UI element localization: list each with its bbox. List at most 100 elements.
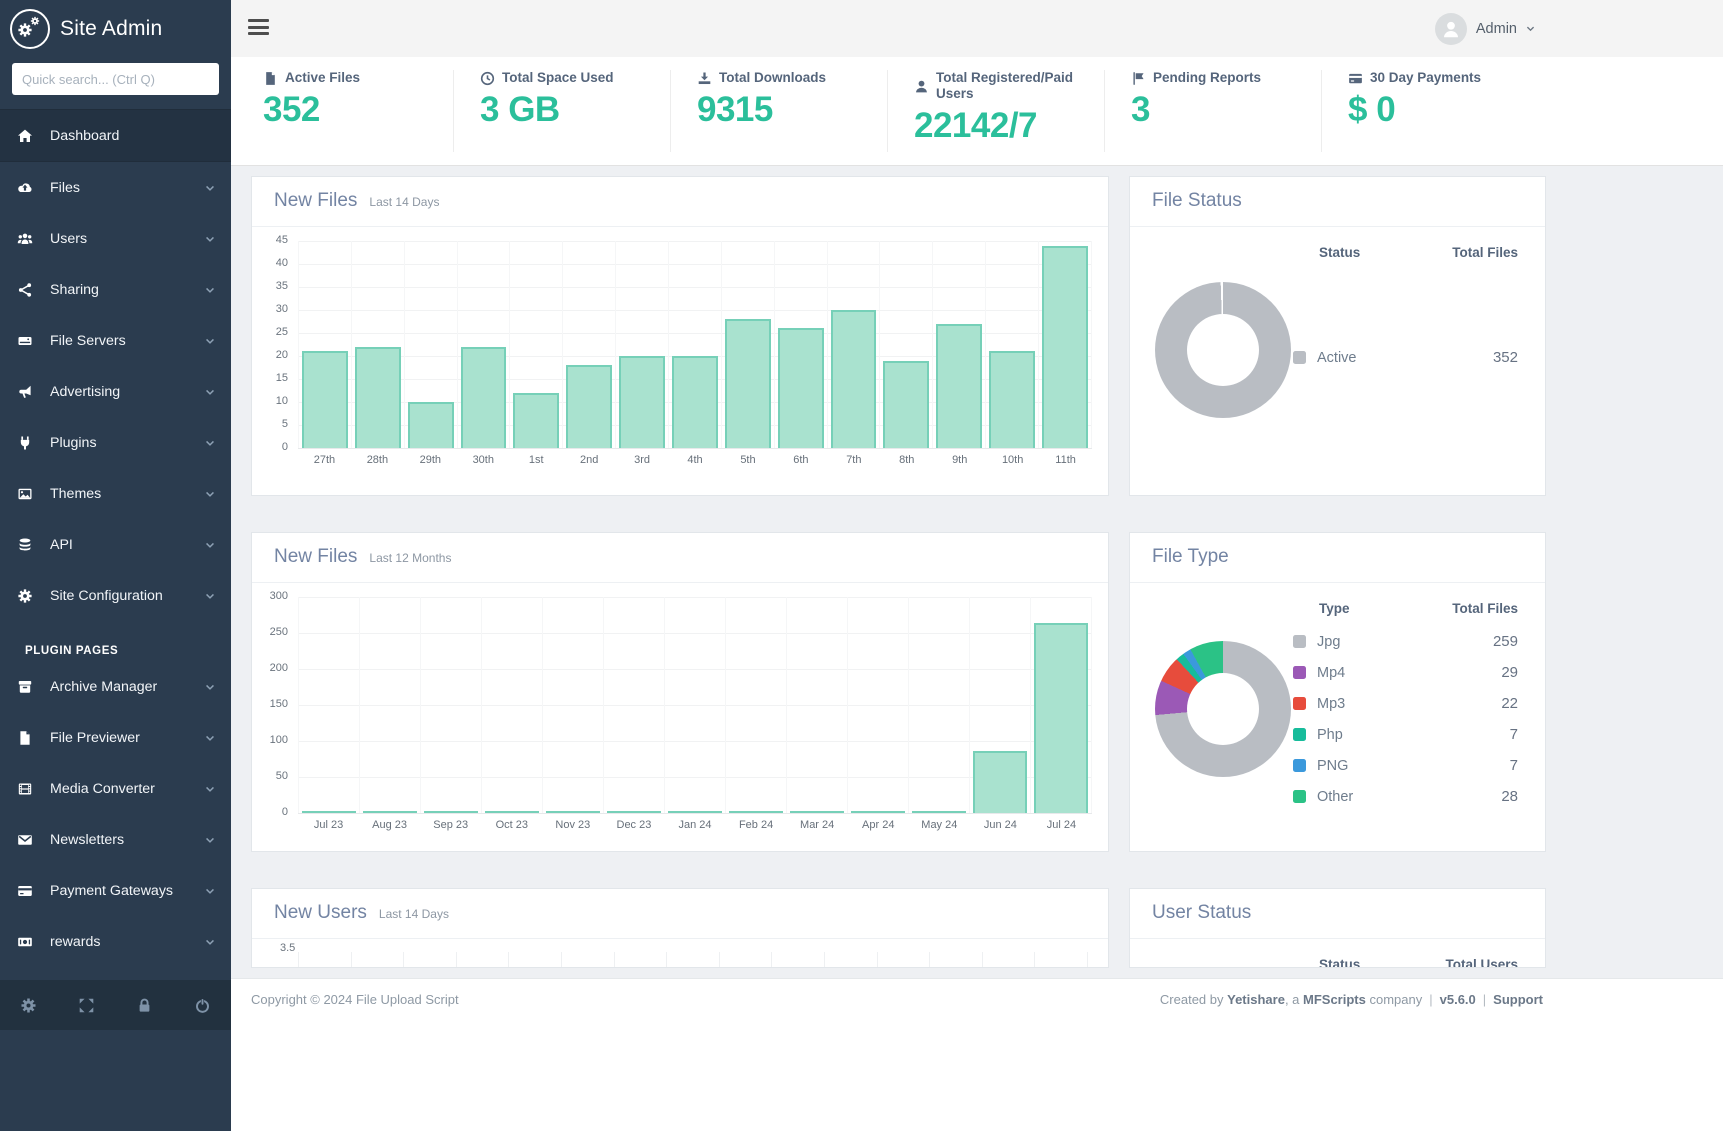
sidebar-item-label: Files: [50, 179, 80, 196]
sidebar-item-label: Dashboard: [50, 127, 120, 144]
bar-slot: [604, 597, 665, 813]
menu-toggle-button[interactable]: [248, 19, 269, 39]
chevron-down-icon: [205, 784, 215, 794]
sidebar-item-dashboard[interactable]: Dashboard: [0, 109, 231, 162]
sidebar-item-api[interactable]: API: [0, 519, 231, 570]
site-admin-logo-icon: [10, 9, 50, 49]
y-tick-label: 0: [281, 806, 288, 818]
bar-5th: [724, 319, 771, 448]
card-subtitle: Last 12 Months: [369, 551, 452, 565]
stat-value: 3: [1131, 90, 1150, 129]
sidebar-item-payment-gateways[interactable]: Payment Gateways: [0, 865, 231, 916]
legend-value: 22: [1501, 695, 1518, 712]
sidebar-item-media-converter[interactable]: Media Converter: [0, 763, 231, 814]
sidebar-item-newsletters[interactable]: Newsletters: [0, 814, 231, 865]
grid-stub: [298, 952, 299, 967]
x-tick-label: 28th: [366, 454, 389, 466]
sidebar-item-files[interactable]: Files: [0, 162, 231, 213]
brand-title: Site Admin: [60, 17, 163, 40]
fullscreen-button[interactable]: [78, 997, 95, 1014]
x-tick-label: Jan 24: [678, 819, 712, 831]
legend-item-active[interactable]: Active 352: [1293, 342, 1518, 373]
legend-item-jpg[interactable]: Jpg 259: [1293, 626, 1518, 657]
x-tick-label: Dec 23: [616, 819, 652, 831]
stat-label: Total Space Used: [502, 70, 614, 85]
gear-icon: [30, 16, 40, 26]
sidebar-item-file-servers[interactable]: File Servers: [0, 315, 231, 366]
sidebar-item-sharing[interactable]: Sharing: [0, 264, 231, 315]
column-header-status: Status: [1319, 957, 1361, 968]
sidebar-item-rewards[interactable]: rewards: [0, 916, 231, 967]
bar-2nd: [566, 365, 613, 448]
database-icon: [15, 537, 35, 553]
bar-slot: [298, 597, 360, 813]
sidebar-item-plugins[interactable]: Plugins: [0, 417, 231, 468]
y-tick-label: 25: [275, 326, 288, 338]
x-tick-label: 29th: [419, 454, 442, 466]
legend-item-other[interactable]: Other 28: [1293, 781, 1518, 812]
legend-label: Php: [1317, 726, 1343, 743]
bar-slot: [775, 241, 828, 448]
megaphone-icon: [15, 384, 35, 400]
stat-label: Active Files: [285, 70, 361, 85]
sidebar-item-file-previewer[interactable]: File Previewer: [0, 712, 231, 763]
support-link[interactable]: Support: [1493, 992, 1543, 1007]
card-header: File Type: [1130, 533, 1545, 583]
lock-screen-button[interactable]: [136, 997, 153, 1014]
legend-swatch: [1293, 666, 1306, 679]
bar-6th: [777, 328, 824, 448]
x-tick-label: May 24: [921, 819, 958, 831]
divider: |: [1482, 992, 1487, 1007]
user-menu[interactable]: Admin: [1434, 0, 1535, 57]
legend-item-png[interactable]: PNG 7: [1293, 750, 1518, 781]
sidebar-item-site-configuration[interactable]: Site Configuration: [0, 570, 231, 621]
sidebar-item-label: Plugins: [50, 434, 97, 451]
grid-stub: [823, 952, 825, 967]
y-tick-label: 150: [269, 698, 288, 710]
sidebar-item-label: Advertising: [50, 383, 121, 400]
bar-nov-23: [546, 811, 600, 813]
sidebar-item-themes[interactable]: Themes: [0, 468, 231, 519]
bar-slot: [1039, 241, 1092, 448]
bar-8th: [883, 361, 930, 448]
mfscripts-link[interactable]: MFScripts: [1303, 992, 1366, 1007]
bar-3rd: [619, 356, 666, 448]
column-header-total-files: Total Files: [1452, 601, 1518, 616]
y-tick-label: 3.5: [280, 942, 296, 954]
stat-value: 352: [263, 90, 320, 129]
x-tick-label: 5th: [740, 454, 756, 466]
chevron-down-icon: [205, 285, 215, 295]
grid-stub: [508, 952, 510, 967]
chevron-down-icon: [205, 886, 215, 896]
sidebar-item-advertising[interactable]: Advertising: [0, 366, 231, 417]
power-button[interactable]: [194, 997, 211, 1014]
grid-stub: [981, 952, 983, 967]
stat-active-files: Active Files 352: [237, 70, 454, 152]
sidebar-item-archive-manager[interactable]: Archive Manager: [0, 661, 231, 712]
legend-item-mp3[interactable]: Mp3 22: [1293, 688, 1518, 719]
legend-label: Mp3: [1317, 695, 1346, 712]
search-input[interactable]: [12, 63, 219, 95]
bar-11th: [1042, 246, 1088, 448]
legend-item-php[interactable]: Php 7: [1293, 719, 1518, 750]
legend-value: 352: [1492, 349, 1518, 366]
card-title: User Status: [1152, 902, 1252, 923]
sidebar-item-label: rewards: [50, 933, 101, 950]
column-header-type: Type: [1319, 601, 1350, 616]
grid-stub: [929, 952, 931, 967]
settings-button[interactable]: [20, 997, 37, 1014]
credit-card-icon: [1348, 71, 1363, 86]
yetishare-link[interactable]: Yetishare: [1227, 992, 1285, 1007]
sidebar-item-users[interactable]: Users: [0, 213, 231, 264]
bar-chart-new-files-12-months: 300 250 200 150 100 50 0: [264, 590, 1092, 831]
x-tick-label: 3rd: [634, 454, 651, 466]
donut-chart-file-status: [1155, 282, 1291, 418]
grid-stub: [666, 952, 668, 967]
avatar: [1434, 12, 1467, 45]
created-by-text: Created by: [1159, 992, 1228, 1007]
bar-slot: [848, 597, 909, 813]
stat-pending-reports: Pending Reports 3: [1105, 70, 1322, 152]
legend-item-mp4[interactable]: Mp4 29: [1293, 657, 1518, 688]
bar-slot: [405, 241, 458, 448]
card-new-users: New Users Last 14 Days 3.5: [251, 888, 1109, 968]
